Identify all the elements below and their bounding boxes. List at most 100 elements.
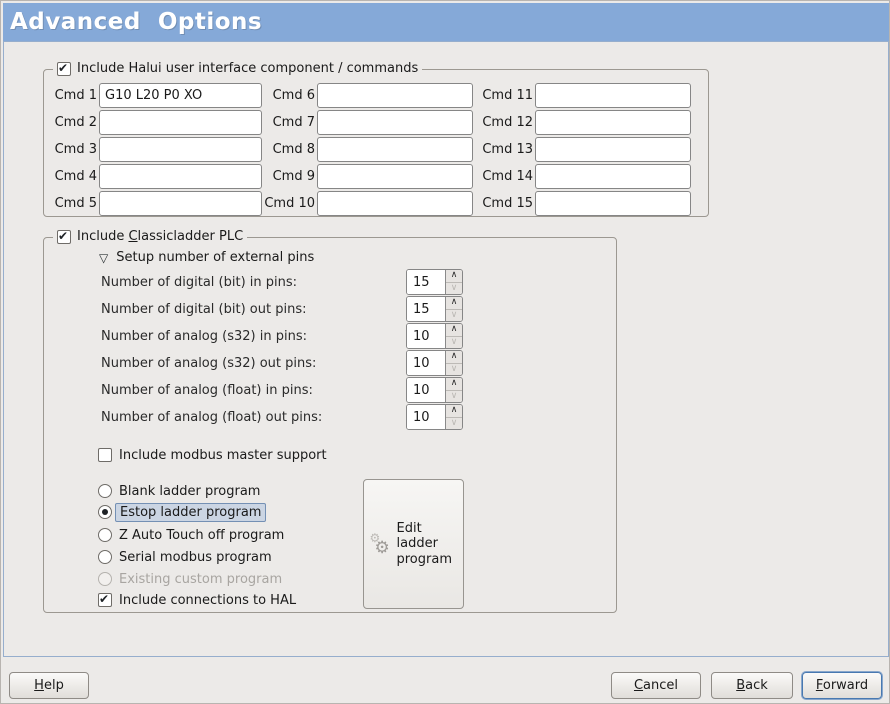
spin-label: Number of analog (float) in pins: — [101, 383, 313, 398]
spin-up-icon[interactable]: ∧ — [446, 405, 462, 418]
cmd-input-11[interactable] — [535, 83, 691, 108]
digital-in-pins-spinbox[interactable]: ∧∨ — [406, 269, 463, 295]
serial-modbus-row[interactable]: Serial modbus program — [98, 548, 272, 566]
hal-connections-row[interactable]: ✔ Include connections to HAL — [98, 591, 296, 609]
spin-label: Number of digital (bit) out pins: — [101, 302, 307, 317]
cmd-input-1[interactable] — [99, 83, 262, 108]
cmd-input-13[interactable] — [535, 137, 691, 162]
spin-entry[interactable] — [407, 297, 445, 321]
back-button[interactable]: Back — [711, 672, 793, 699]
float-in-pins-spinbox[interactable]: ∧∨ — [406, 377, 463, 403]
spin-entry[interactable] — [407, 270, 445, 294]
cmd-input-9[interactable] — [317, 164, 473, 189]
cmd-label: Cmd 8 — [272, 142, 315, 157]
spin-down-icon[interactable]: ∨ — [450, 336, 458, 347]
cmd-input-4[interactable] — [99, 164, 262, 189]
spin-up-icon[interactable]: ∧ — [446, 297, 462, 310]
radio-existing-custom — [98, 572, 112, 586]
spin-down-icon[interactable]: ∨ — [450, 309, 458, 320]
check-icon: ✔ — [58, 60, 69, 75]
cmd-label: Cmd 4 — [54, 169, 97, 184]
cmd-label: Cmd 1 — [54, 88, 97, 103]
radio-serial-modbus[interactable] — [98, 550, 112, 564]
spin-down-icon[interactable]: ∨ — [450, 417, 458, 428]
cancel-button[interactable]: Cancel — [611, 672, 701, 699]
cmd-label: Cmd 5 — [54, 196, 97, 211]
serial-modbus-label: Serial modbus program — [119, 549, 272, 565]
blank-ladder-row[interactable]: Blank ladder program — [98, 482, 260, 500]
estop-ladder-label: Estop ladder program — [115, 502, 267, 522]
cmd-label: Cmd 2 — [54, 115, 97, 130]
spin-entry[interactable] — [407, 351, 445, 375]
cmd-input-14[interactable] — [535, 164, 691, 189]
spin-entry[interactable] — [407, 378, 445, 402]
cmd-label: Cmd 12 — [482, 115, 533, 130]
cmd-input-2[interactable] — [99, 110, 262, 135]
check-icon: ✔ — [99, 592, 110, 606]
estop-ladder-row[interactable]: Estop ladder program — [98, 502, 267, 522]
s32-in-pins-spinbox[interactable]: ∧∨ — [406, 323, 463, 349]
page-title: Advanced Options — [10, 9, 263, 35]
edit-ladder-program-button[interactable]: ⚙ ⚙ Edit ladder program — [363, 479, 464, 609]
cmd-label: Cmd 13 — [482, 142, 533, 157]
edit-ladder-program-label: Edit ladder program — [396, 520, 453, 567]
radio-estop-ladder[interactable] — [98, 505, 112, 519]
forward-button[interactable]: Forward — [802, 672, 882, 699]
existing-custom-row: Existing custom program — [98, 570, 282, 588]
spin-up-icon[interactable]: ∧ — [446, 324, 462, 337]
spin-label: Number of analog (float) out pins: — [101, 410, 323, 425]
digital-out-pins-spinbox[interactable]: ∧∨ — [406, 296, 463, 322]
radio-z-auto-touchoff[interactable] — [98, 528, 112, 542]
cmd-input-6[interactable] — [317, 83, 473, 108]
expander-label: Setup number of external pins — [116, 250, 315, 265]
help-button[interactable]: Help — [9, 672, 89, 699]
classicladder-frame — [43, 237, 617, 613]
gears-icon: ⚙ ⚙ — [369, 531, 390, 558]
hal-connections-label: Include connections to HAL — [119, 592, 297, 608]
cmd-input-10[interactable] — [317, 191, 473, 216]
cmd-label: Cmd 7 — [272, 115, 315, 130]
cmd-input-15[interactable] — [535, 191, 691, 216]
modbus-master-label: Include modbus master support — [119, 447, 327, 463]
check-icon: ✔ — [58, 228, 69, 243]
spin-up-icon[interactable]: ∧ — [446, 270, 462, 283]
classicladder-frame-label: ✔ Include Classicladder PLC — [53, 228, 248, 245]
spin-entry[interactable] — [407, 405, 445, 429]
spin-down-icon[interactable]: ∨ — [450, 282, 458, 293]
spin-up-icon[interactable]: ∧ — [446, 351, 462, 364]
external-pins-expander[interactable]: ▽ Setup number of external pins — [99, 249, 314, 266]
cmd-label: Cmd 14 — [482, 169, 533, 184]
spin-label: Number of analog (s32) out pins: — [101, 356, 317, 371]
hal-connections-checkbox[interactable]: ✔ — [98, 592, 112, 607]
float-out-pins-spinbox[interactable]: ∧∨ — [406, 404, 463, 430]
spin-label: Number of analog (s32) in pins: — [101, 329, 307, 344]
halui-checkbox[interactable]: ✔ — [57, 60, 71, 76]
cmd-input-3[interactable] — [99, 137, 262, 162]
z-auto-touchoff-row[interactable]: Z Auto Touch off program — [98, 526, 284, 544]
classicladder-checkbox[interactable]: ✔ — [57, 228, 71, 244]
cmd-input-8[interactable] — [317, 137, 473, 162]
existing-custom-label: Existing custom program — [119, 571, 283, 587]
cmd-label: Cmd 10 — [264, 196, 315, 211]
z-auto-touchoff-label: Z Auto Touch off program — [119, 527, 285, 543]
cmd-label: Cmd 3 — [54, 142, 97, 157]
cmd-label: Cmd 9 — [272, 169, 315, 184]
spin-down-icon[interactable]: ∨ — [450, 363, 458, 374]
spin-down-icon[interactable]: ∨ — [450, 390, 458, 401]
cmd-label: Cmd 6 — [272, 88, 315, 103]
cmd-input-7[interactable] — [317, 110, 473, 135]
cmd-input-5[interactable] — [99, 191, 262, 216]
spin-entry[interactable] — [407, 324, 445, 348]
cmd-input-12[interactable] — [535, 110, 691, 135]
radio-blank-ladder[interactable] — [98, 484, 112, 498]
blank-ladder-label: Blank ladder program — [119, 483, 261, 499]
page-header: Advanced Options — [3, 3, 889, 41]
expander-down-icon: ▽ — [99, 250, 109, 265]
spin-up-icon[interactable]: ∧ — [446, 378, 462, 391]
modbus-master-row[interactable]: ✔ Include modbus master support — [98, 446, 327, 464]
classicladder-frame-label-text: Include Classicladder PLC — [77, 229, 244, 244]
cmd-label: Cmd 15 — [482, 196, 533, 211]
s32-out-pins-spinbox[interactable]: ∧∨ — [406, 350, 463, 376]
modbus-master-checkbox[interactable]: ✔ — [98, 448, 112, 462]
